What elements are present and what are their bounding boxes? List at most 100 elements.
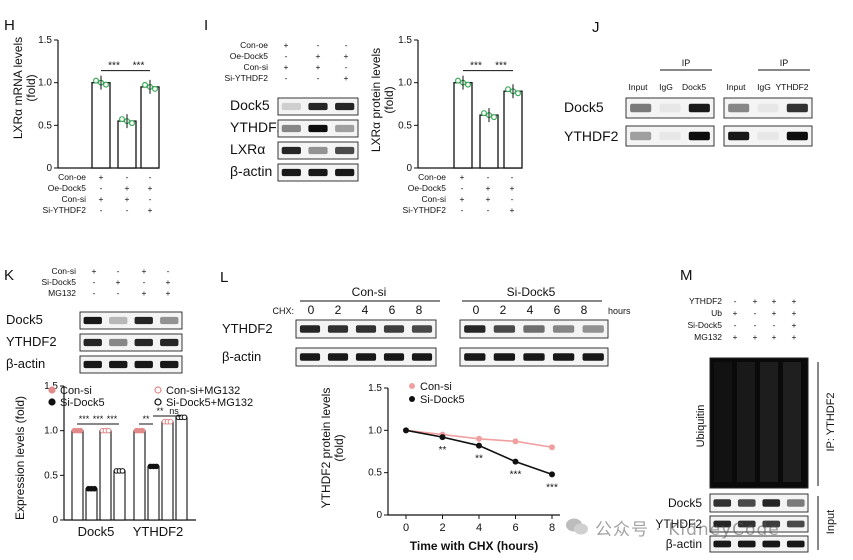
h-point bbox=[152, 85, 159, 92]
m-ubiquitin-smear bbox=[714, 362, 732, 482]
m-sign: + bbox=[792, 296, 797, 306]
kq-legend-label: Si-Dock5 bbox=[60, 397, 105, 409]
k-row-0-band bbox=[83, 316, 102, 325]
j-row-label-dock5: Dock5 bbox=[564, 99, 604, 115]
m-cond-label: Ub bbox=[711, 308, 722, 318]
iq-sign: + bbox=[486, 183, 491, 193]
kq-point bbox=[91, 485, 98, 492]
h-point bbox=[118, 116, 125, 123]
kq-legend-label: Con-si bbox=[60, 385, 92, 397]
h-sign: + bbox=[148, 205, 153, 215]
i-row-2-strip bbox=[277, 141, 359, 160]
i-sign: - bbox=[285, 51, 288, 61]
panel-i-blot: Con-oe + - -Oe-Dock5- + +Con-si + + -Si-YTHDF2- -… bbox=[225, 40, 359, 182]
l-con-ythdf2-band bbox=[299, 325, 321, 333]
iq-point bbox=[505, 86, 512, 93]
kq-bar bbox=[71, 430, 84, 521]
m-input-actin-band bbox=[713, 540, 732, 548]
i-sign: + bbox=[344, 51, 349, 61]
lq-sig-label: *** bbox=[510, 470, 522, 481]
m-sign: + bbox=[733, 332, 738, 342]
l-group-label-si-dock5: Si-Dock5 bbox=[507, 285, 556, 299]
h-point bbox=[92, 77, 99, 84]
i-row-0-band bbox=[308, 102, 328, 111]
iq-sign: - bbox=[511, 172, 514, 182]
i-row-1-band bbox=[281, 124, 301, 133]
m-cond-label: YTHDF2 bbox=[689, 296, 722, 306]
m-input-dock5-band bbox=[762, 499, 781, 507]
h-bar bbox=[117, 120, 137, 169]
h-sign: + bbox=[125, 183, 130, 193]
k-sign: + bbox=[142, 288, 147, 298]
iq-point bbox=[481, 110, 488, 117]
i-sign: - bbox=[317, 40, 320, 50]
h-ylabel-line: LXRα mRNA levels bbox=[11, 37, 25, 139]
i-cond-label: Con-si bbox=[243, 62, 268, 72]
lq-legend-marker bbox=[409, 383, 415, 389]
m-ubiquitin-label: Ubiquitin bbox=[695, 405, 707, 448]
iq-sign: + bbox=[510, 205, 515, 215]
h-sign: + bbox=[125, 194, 130, 204]
j-right-row-1-strip bbox=[723, 125, 813, 147]
kq-legend-marker bbox=[48, 398, 56, 406]
m-sign: + bbox=[733, 308, 738, 318]
kq-point bbox=[119, 468, 126, 474]
m-ubiquitin-blot bbox=[709, 357, 809, 489]
iq-y-tick-label: 1.5 bbox=[398, 35, 412, 46]
j-right-row-1-band bbox=[757, 131, 779, 141]
l-time-label: 8 bbox=[416, 303, 423, 317]
lq-point bbox=[403, 427, 409, 434]
lq-sig-label: ** bbox=[475, 454, 483, 465]
h-y-tick-label: 1.5 bbox=[38, 35, 52, 46]
panel-k-blot: Con-si + - + -Si-Dock5- + - +MG132- - + +Dock5YTHD… bbox=[6, 266, 183, 374]
m-sign: - bbox=[734, 320, 737, 330]
iq-sig-label: *** bbox=[495, 61, 507, 72]
l-con-actin-band bbox=[355, 353, 377, 361]
m-input-row-label-dock5: Dock5 bbox=[668, 496, 702, 510]
m-input-row-label-ythdf2: YTHDF2 bbox=[655, 517, 702, 531]
l-si-ythdf2-band bbox=[582, 325, 604, 333]
m-input-row-label-actin: β-actin bbox=[666, 537, 702, 551]
panel-letter-k: K bbox=[4, 267, 14, 284]
kq-bar bbox=[133, 430, 146, 521]
i-sign: + bbox=[316, 51, 321, 61]
h-sign: + bbox=[99, 172, 104, 182]
l-si-actin-band bbox=[493, 353, 516, 361]
iq-point bbox=[455, 77, 462, 84]
i-sign: - bbox=[317, 73, 320, 83]
l-si-actin-band bbox=[582, 353, 604, 361]
iq-cond-label: Con-oe bbox=[418, 172, 446, 182]
h-sign: - bbox=[126, 172, 129, 182]
panel-m-blot: YTHDF2 - + + + Ub + - + + Si-Dock5 - - - + MG132 + + + + Ubi… bbox=[655, 296, 837, 553]
k-row-0-strip bbox=[79, 311, 183, 330]
m-sign: - bbox=[754, 308, 757, 318]
iq-ylabel-line: (fold) bbox=[382, 86, 396, 113]
watermark-text: 公众号 · KidneyCode bbox=[595, 519, 780, 540]
kq-category-label: Dock5 bbox=[78, 524, 115, 539]
lq-y-tick-label: 0.5 bbox=[368, 468, 382, 479]
l-time-label: 4 bbox=[527, 303, 534, 317]
h-cond-label: Si-YTHDF2 bbox=[43, 205, 87, 215]
kq-sig-label: ** bbox=[142, 414, 150, 424]
m-ubiquitin-label-line: Ubiquitin bbox=[695, 405, 707, 448]
m-input-dock5-band bbox=[786, 499, 805, 507]
iq-bar bbox=[479, 114, 499, 169]
iq-bar bbox=[453, 82, 473, 169]
lq-point bbox=[512, 458, 519, 465]
j-right-lane-label: YTHDF2 bbox=[775, 82, 808, 92]
k-row-0-band bbox=[109, 316, 128, 325]
l-row-label-actin: β-actin bbox=[222, 349, 261, 364]
i-cond-label: Oe-Dock5 bbox=[230, 51, 269, 61]
lq-x-tick-label: 8 bbox=[549, 522, 555, 534]
j-left-row-0-band bbox=[688, 103, 710, 113]
k-sign: - bbox=[93, 288, 96, 298]
kq-ylabel: Expression levels (fold) bbox=[13, 396, 27, 520]
j-right-lane-label: Input bbox=[727, 82, 747, 92]
j-left-lane-label: Dock5 bbox=[682, 82, 706, 92]
h-sign: - bbox=[100, 183, 103, 193]
j-right-row-0-strip bbox=[723, 97, 813, 119]
kq-point bbox=[167, 418, 174, 425]
panel-l-blot: Con-si Si-Dock5 CHX: 0 2 4 6 8 0 2 4 6 8 hours YTHDF2 β… bbox=[222, 285, 631, 367]
i-row-0-band bbox=[281, 102, 301, 111]
h-sign: - bbox=[126, 205, 129, 215]
